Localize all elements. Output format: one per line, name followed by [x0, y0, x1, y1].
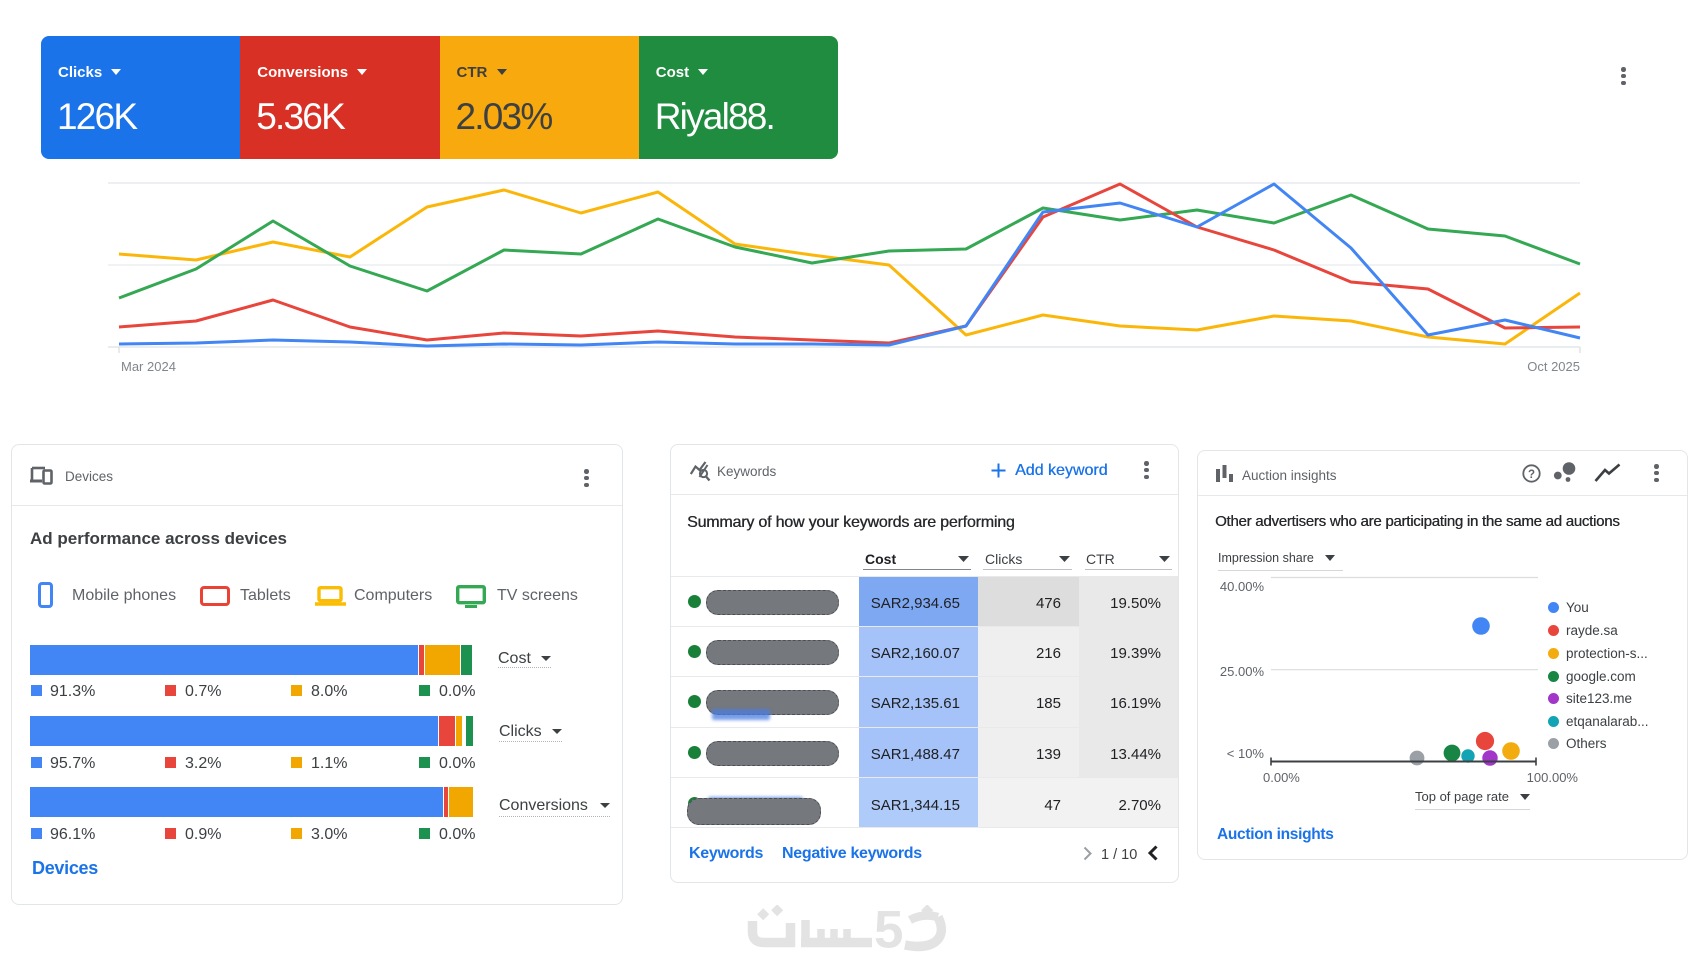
- svg-text:Oct 2025: Oct 2025: [1527, 359, 1580, 374]
- svg-text:40.00%: 40.00%: [1220, 579, 1265, 594]
- svg-text:Mar 2024: Mar 2024: [121, 359, 176, 374]
- svg-text:100.00%: 100.00%: [1527, 770, 1579, 785]
- svg-text:25.00%: 25.00%: [1220, 664, 1265, 679]
- svg-text:?: ?: [1528, 469, 1535, 481]
- svg-text:0.00%: 0.00%: [1263, 770, 1300, 785]
- svg-text:< 10%: < 10%: [1227, 746, 1265, 761]
- svg-text:5: 5: [874, 905, 903, 955]
